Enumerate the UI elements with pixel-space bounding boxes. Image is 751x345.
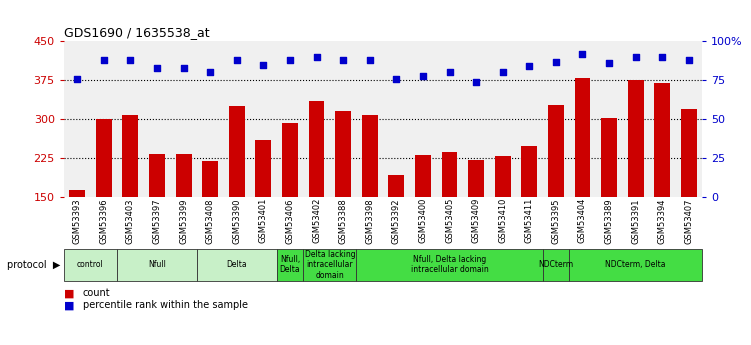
Point: [683, 57, 695, 63]
Point: [444, 70, 456, 75]
Point: [125, 57, 137, 63]
Point: [204, 70, 216, 75]
Text: Nfull,
Delta: Nfull, Delta: [279, 255, 300, 275]
Bar: [255, 140, 271, 274]
Point: [417, 73, 429, 78]
Point: [363, 57, 376, 63]
Point: [151, 65, 163, 70]
Point: [470, 79, 482, 85]
Text: count: count: [83, 288, 110, 298]
Bar: [388, 175, 404, 274]
Point: [603, 60, 615, 66]
Text: Nfull, Delta lacking
intracellular domain: Nfull, Delta lacking intracellular domai…: [411, 255, 488, 275]
Bar: [282, 122, 298, 274]
Text: protocol  ▶: protocol ▶: [7, 260, 60, 270]
Bar: [176, 154, 192, 274]
Point: [391, 76, 403, 81]
Bar: [69, 190, 85, 274]
Text: Nfull: Nfull: [148, 260, 166, 269]
Bar: [122, 115, 138, 274]
Bar: [357, 249, 542, 280]
Point: [550, 59, 562, 64]
Bar: [495, 156, 511, 274]
Bar: [335, 111, 351, 274]
Text: NDCterm, Delta: NDCterm, Delta: [605, 260, 666, 269]
Bar: [415, 155, 431, 274]
Point: [177, 65, 189, 70]
Bar: [543, 249, 569, 280]
Point: [656, 54, 668, 60]
Bar: [575, 78, 590, 274]
Point: [496, 70, 508, 75]
Bar: [276, 249, 303, 280]
Text: percentile rank within the sample: percentile rank within the sample: [83, 300, 248, 310]
Text: Delta lacking
intracellular
domain: Delta lacking intracellular domain: [304, 250, 355, 280]
Bar: [229, 106, 245, 274]
Bar: [521, 146, 537, 274]
Text: control: control: [77, 260, 104, 269]
Text: NDCterm: NDCterm: [538, 260, 574, 269]
Point: [577, 51, 589, 57]
Bar: [96, 119, 112, 274]
Bar: [468, 160, 484, 274]
Bar: [681, 109, 697, 274]
Bar: [548, 105, 564, 274]
Bar: [64, 249, 117, 280]
Bar: [197, 249, 276, 280]
Point: [98, 57, 110, 63]
Point: [284, 57, 296, 63]
Bar: [309, 101, 324, 274]
Text: GDS1690 / 1635538_at: GDS1690 / 1635538_at: [64, 26, 210, 39]
Text: ■: ■: [64, 300, 74, 310]
Bar: [362, 115, 378, 274]
Point: [71, 76, 83, 81]
Text: Delta: Delta: [226, 260, 247, 269]
Bar: [149, 154, 165, 274]
Bar: [442, 152, 457, 274]
Bar: [569, 249, 702, 280]
Bar: [117, 249, 197, 280]
Bar: [601, 118, 617, 274]
Point: [523, 63, 535, 69]
Bar: [303, 249, 357, 280]
Bar: [654, 83, 671, 274]
Point: [629, 54, 641, 60]
Point: [337, 57, 349, 63]
Point: [310, 54, 322, 60]
Bar: [202, 161, 218, 274]
Point: [231, 57, 243, 63]
Bar: [628, 80, 644, 274]
Text: ■: ■: [64, 288, 74, 298]
Point: [258, 62, 270, 67]
